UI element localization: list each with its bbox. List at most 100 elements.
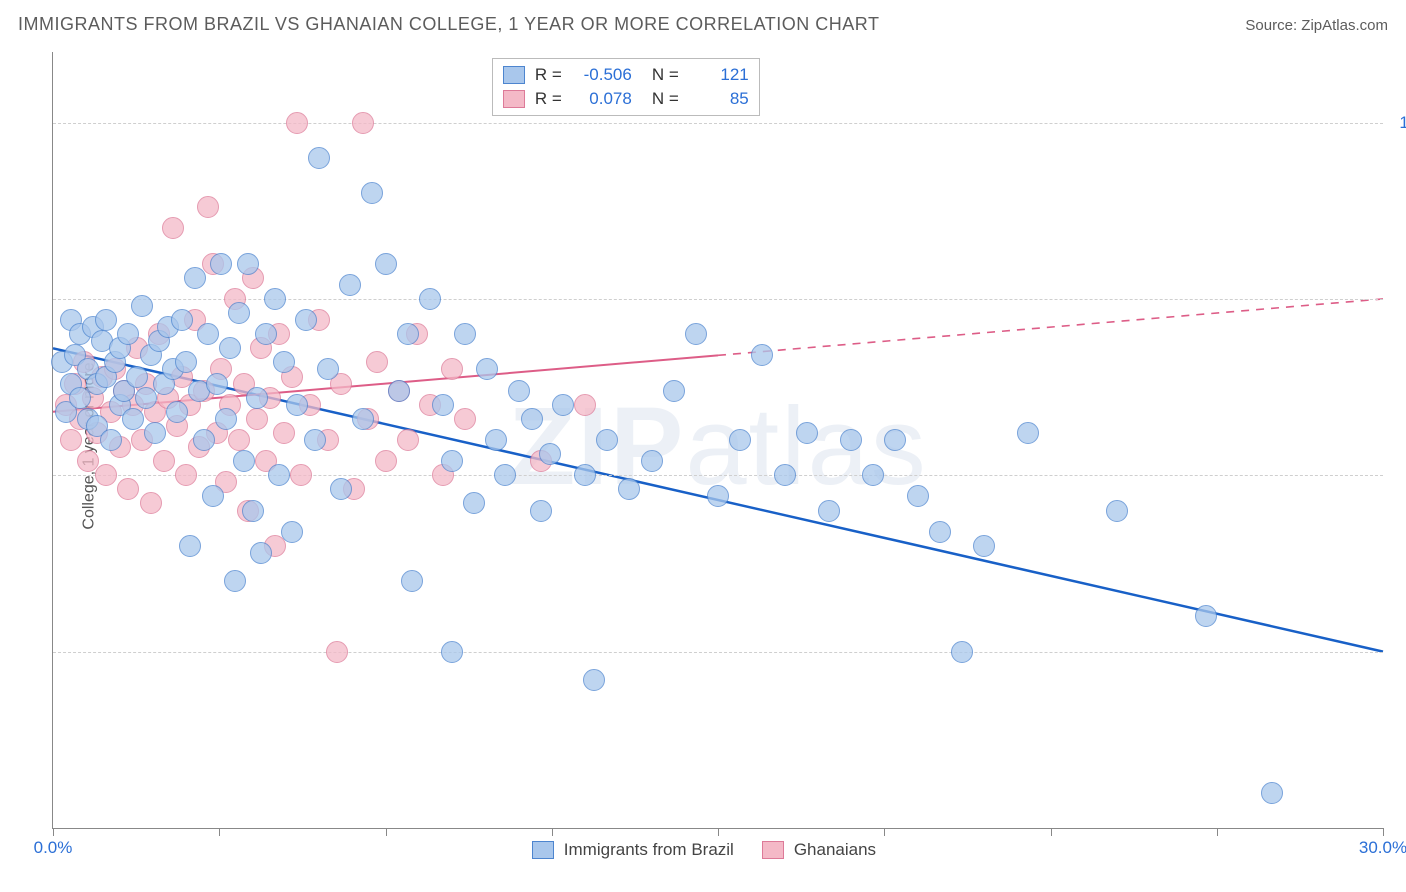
data-point-brazil — [281, 521, 303, 543]
data-point-ghana — [326, 641, 348, 663]
data-point-brazil — [552, 394, 574, 416]
n-value-brazil: 121 — [689, 65, 749, 85]
data-point-brazil — [596, 429, 618, 451]
data-point-brazil — [973, 535, 995, 557]
data-point-brazil — [233, 450, 255, 472]
data-point-ghana — [375, 450, 397, 472]
data-point-brazil — [441, 450, 463, 472]
x-tick-label: 30.0% — [1359, 838, 1406, 858]
legend-correlation: R =-0.506N =121R =0.078N =85 — [492, 58, 760, 116]
data-point-brazil — [131, 295, 153, 317]
data-point-ghana — [60, 429, 82, 451]
data-point-ghana — [117, 478, 139, 500]
data-point-ghana — [352, 112, 374, 134]
y-tick-label: 100.0% — [1399, 113, 1406, 133]
data-point-brazil — [574, 464, 596, 486]
regression-lines — [53, 52, 1383, 828]
source-prefix: Source: — [1245, 17, 1301, 34]
swatch-brazil — [503, 66, 525, 84]
data-point-ghana — [140, 492, 162, 514]
data-point-brazil — [494, 464, 516, 486]
data-point-brazil — [179, 535, 201, 557]
data-point-brazil — [339, 274, 361, 296]
data-point-brazil — [1195, 605, 1217, 627]
legend-row-ghana: R =0.078N =85 — [503, 89, 749, 109]
data-point-ghana — [397, 429, 419, 451]
data-point-ghana — [366, 351, 388, 373]
swatch-ghana — [762, 841, 784, 859]
x-tick — [1383, 828, 1384, 836]
gridline — [53, 299, 1383, 300]
data-point-brazil — [707, 485, 729, 507]
data-point-brazil — [184, 267, 206, 289]
data-point-brazil — [264, 288, 286, 310]
data-point-ghana — [574, 394, 596, 416]
data-point-brazil — [485, 429, 507, 451]
data-point-brazil — [375, 253, 397, 275]
data-point-brazil — [796, 422, 818, 444]
data-point-brazil — [308, 147, 330, 169]
data-point-brazil — [193, 429, 215, 451]
data-point-brazil — [242, 500, 264, 522]
data-point-brazil — [441, 641, 463, 663]
data-point-brazil — [401, 570, 423, 592]
data-point-brazil — [618, 478, 640, 500]
data-point-brazil — [175, 351, 197, 373]
x-tick-label: 0.0% — [34, 838, 73, 858]
data-point-brazil — [246, 387, 268, 409]
data-point-brazil — [907, 485, 929, 507]
data-point-brazil — [583, 669, 605, 691]
data-point-brazil — [454, 323, 476, 345]
data-point-brazil — [751, 344, 773, 366]
data-point-brazil — [237, 253, 259, 275]
data-point-brazil — [361, 182, 383, 204]
data-point-brazil — [250, 542, 272, 564]
data-point-brazil — [210, 253, 232, 275]
data-point-ghana — [162, 217, 184, 239]
data-point-brazil — [463, 492, 485, 514]
data-point-brazil — [95, 309, 117, 331]
data-point-brazil — [286, 394, 308, 416]
data-point-brazil — [521, 408, 543, 430]
data-point-ghana — [273, 422, 295, 444]
data-point-ghana — [228, 429, 250, 451]
r-value-ghana: 0.078 — [572, 89, 632, 109]
data-point-ghana — [441, 358, 463, 380]
data-point-brazil — [268, 464, 290, 486]
data-point-brazil — [352, 408, 374, 430]
data-point-brazil — [69, 387, 91, 409]
data-point-brazil — [1017, 422, 1039, 444]
gridline — [53, 123, 1383, 124]
data-point-brazil — [1261, 782, 1283, 804]
data-point-brazil — [397, 323, 419, 345]
data-point-brazil — [685, 323, 707, 345]
data-point-brazil — [476, 358, 498, 380]
data-point-brazil — [273, 351, 295, 373]
x-tick — [219, 828, 220, 836]
data-point-ghana — [454, 408, 476, 430]
x-tick — [718, 828, 719, 836]
data-point-ghana — [286, 112, 308, 134]
data-point-brazil — [228, 302, 250, 324]
series-label-brazil: Immigrants from Brazil — [564, 840, 734, 860]
n-label: N = — [652, 89, 679, 109]
data-point-brazil — [219, 337, 241, 359]
data-point-brazil — [432, 394, 454, 416]
data-point-brazil — [255, 323, 277, 345]
data-point-ghana — [153, 450, 175, 472]
data-point-brazil — [729, 429, 751, 451]
legend-series-brazil: Immigrants from Brazil — [532, 840, 734, 860]
n-value-ghana: 85 — [689, 89, 749, 109]
data-point-brazil — [126, 366, 148, 388]
gridline — [53, 652, 1383, 653]
source-label: Source: ZipAtlas.com — [1245, 17, 1388, 34]
data-point-ghana — [197, 196, 219, 218]
data-point-brazil — [304, 429, 326, 451]
data-point-brazil — [135, 387, 157, 409]
legend-series: Immigrants from BrazilGhanaians — [532, 840, 876, 860]
data-point-ghana — [95, 464, 117, 486]
data-point-brazil — [206, 373, 228, 395]
data-point-brazil — [171, 309, 193, 331]
swatch-ghana — [503, 90, 525, 108]
data-point-brazil — [884, 429, 906, 451]
